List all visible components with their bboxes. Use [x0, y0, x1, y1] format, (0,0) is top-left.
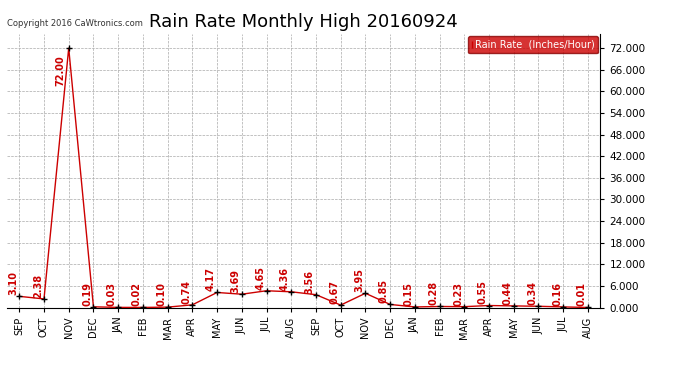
- Text: 3.56: 3.56: [305, 270, 315, 294]
- Text: 3.10: 3.10: [8, 271, 18, 295]
- Text: 0.15: 0.15: [404, 282, 414, 306]
- Text: 4.17: 4.17: [206, 267, 216, 291]
- Text: 0.10: 0.10: [157, 282, 166, 306]
- Title: Rain Rate Monthly High 20160924: Rain Rate Monthly High 20160924: [149, 13, 458, 31]
- Text: 0.23: 0.23: [453, 282, 463, 306]
- Text: 0.02: 0.02: [132, 282, 141, 306]
- Text: 3.95: 3.95: [354, 268, 364, 292]
- Text: 4.36: 4.36: [280, 267, 290, 291]
- Text: 0.01: 0.01: [577, 282, 586, 306]
- Text: 0.74: 0.74: [181, 280, 191, 304]
- Text: 0.55: 0.55: [478, 280, 488, 304]
- Text: 4.65: 4.65: [255, 266, 266, 290]
- Text: 72.00: 72.00: [55, 56, 65, 86]
- Text: 2.38: 2.38: [33, 274, 43, 298]
- Text: 0.16: 0.16: [552, 282, 562, 306]
- Text: 0.44: 0.44: [502, 281, 513, 305]
- Text: 0.67: 0.67: [330, 280, 339, 304]
- Text: Copyright 2016 CaWtronics.com: Copyright 2016 CaWtronics.com: [7, 19, 143, 28]
- Text: 0.19: 0.19: [82, 282, 92, 306]
- Text: 0.34: 0.34: [527, 281, 538, 305]
- Text: 3.69: 3.69: [230, 269, 241, 293]
- Text: 0.03: 0.03: [107, 282, 117, 306]
- Text: 0.28: 0.28: [428, 281, 438, 305]
- Text: 0.85: 0.85: [379, 279, 389, 303]
- Legend: Rain Rate  (Inches/Hour): Rain Rate (Inches/Hour): [468, 36, 598, 54]
